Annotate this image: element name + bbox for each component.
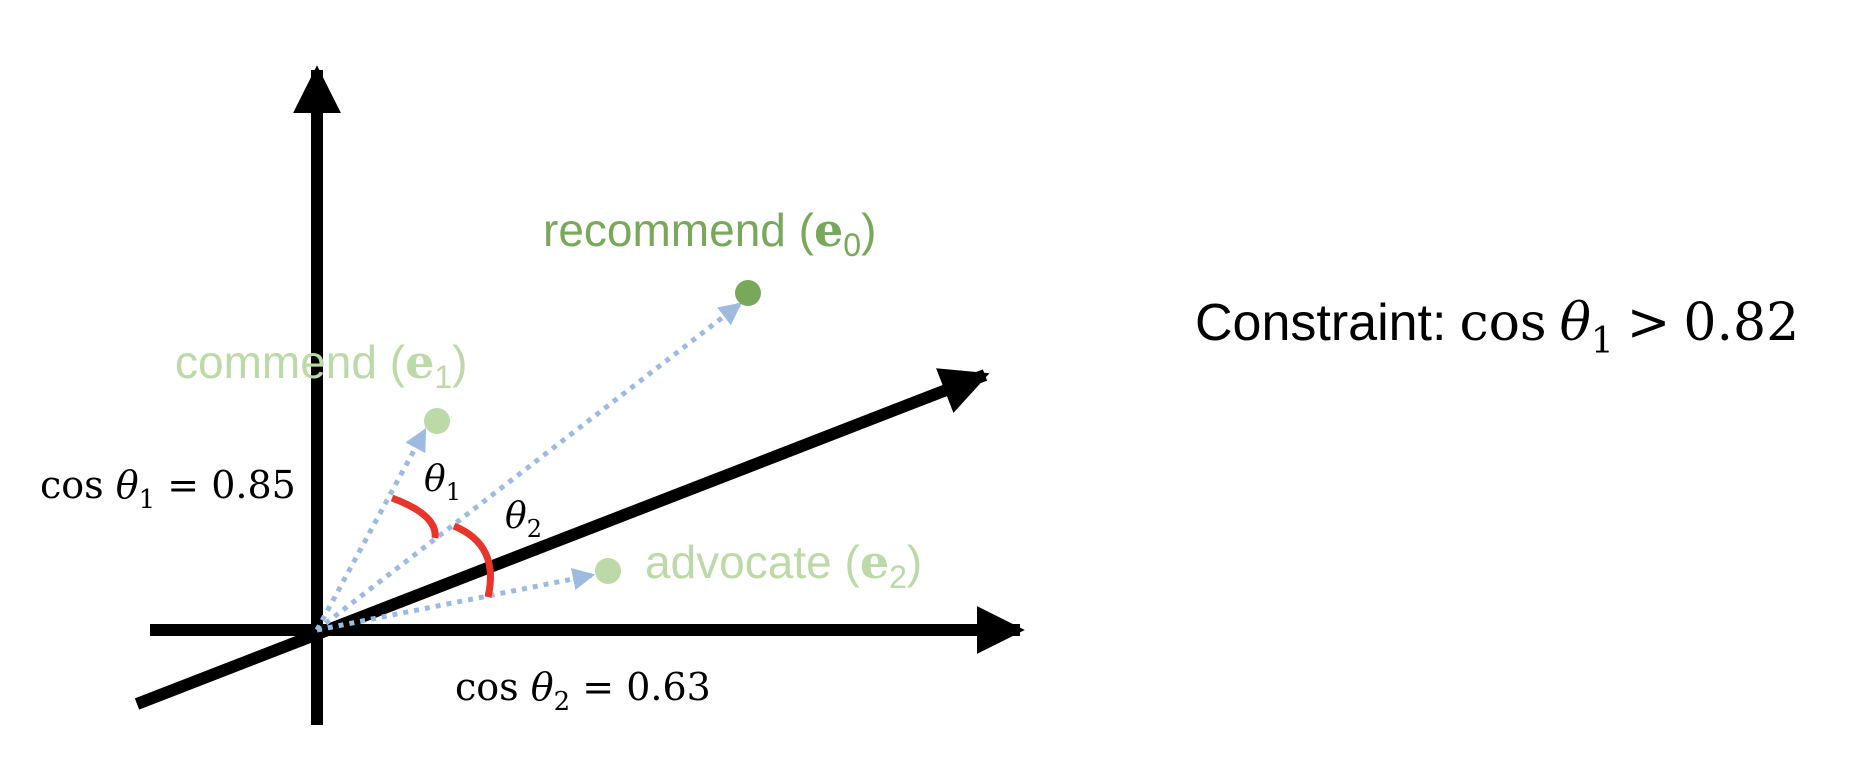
z-axis — [134, 368, 990, 710]
label-cos-theta2-func: cos — [455, 665, 519, 709]
vectors — [314, 302, 742, 633]
label-cos-theta1-func: cos — [40, 463, 104, 507]
point-advocate — [595, 558, 621, 584]
label-theta1-sub: 1 — [446, 478, 461, 506]
point-commend — [424, 408, 450, 434]
constraint-text: Constraint: cos θ1 > 0.82 — [1195, 293, 1799, 362]
constraint-sub: 1 — [1591, 321, 1614, 362]
label-commend-symbol: e — [405, 335, 434, 389]
label-recommend-name: recommend — [543, 204, 786, 256]
label-recommend: recommend (e0) — [543, 203, 876, 263]
vector-e2 — [316, 567, 596, 633]
angle-arc-theta1 — [390, 494, 439, 539]
constraint-func: cos — [1459, 293, 1546, 353]
label-theta2-symbol: θ — [505, 496, 527, 537]
label-commend: commend (e1) — [175, 335, 467, 395]
label-theta2: θ2 — [505, 496, 542, 543]
label-commend-name: commend — [175, 336, 377, 388]
label-recommend-sub: 0 — [843, 227, 861, 263]
label-cos-theta1: cos θ1 = 0.85 — [40, 463, 296, 515]
constraint-rel: > — [1627, 293, 1671, 353]
label-cos-theta2-sub: 2 — [554, 687, 571, 717]
label-cos-theta2: cos θ2 = 0.63 — [455, 665, 711, 717]
label-advocate-symbol: e — [860, 535, 889, 589]
label-recommend-symbol: e — [814, 203, 843, 257]
point-recommend — [735, 280, 761, 306]
label-cos-theta2-symbol: θ — [531, 665, 554, 709]
vector-e1 — [314, 428, 428, 632]
label-cos-theta2-rel: = — [582, 665, 614, 709]
label-cos-theta2-value: 0.63 — [626, 665, 711, 709]
constraint-symbol: θ — [1560, 293, 1591, 353]
label-cos-theta1-value: 0.85 — [211, 463, 296, 507]
constraint-value: 0.82 — [1683, 293, 1799, 353]
axes — [134, 65, 1025, 725]
label-advocate-sub: 2 — [889, 559, 907, 595]
label-cos-theta1-rel: = — [167, 463, 199, 507]
label-advocate-name: advocate — [645, 536, 832, 588]
label-commend-sub: 1 — [434, 359, 452, 395]
angle-arc-theta2 — [452, 522, 494, 598]
label-theta2-sub: 2 — [527, 515, 542, 543]
label-cos-theta1-symbol: θ — [116, 463, 139, 507]
label-advocate: advocate (e2) — [645, 535, 922, 595]
label-cos-theta1-sub: 1 — [139, 485, 156, 515]
vector-e0 — [315, 302, 742, 632]
label-theta1: θ1 — [424, 459, 461, 506]
label-theta1-symbol: θ — [424, 459, 446, 500]
constraint-label: Constraint: — [1195, 294, 1446, 352]
